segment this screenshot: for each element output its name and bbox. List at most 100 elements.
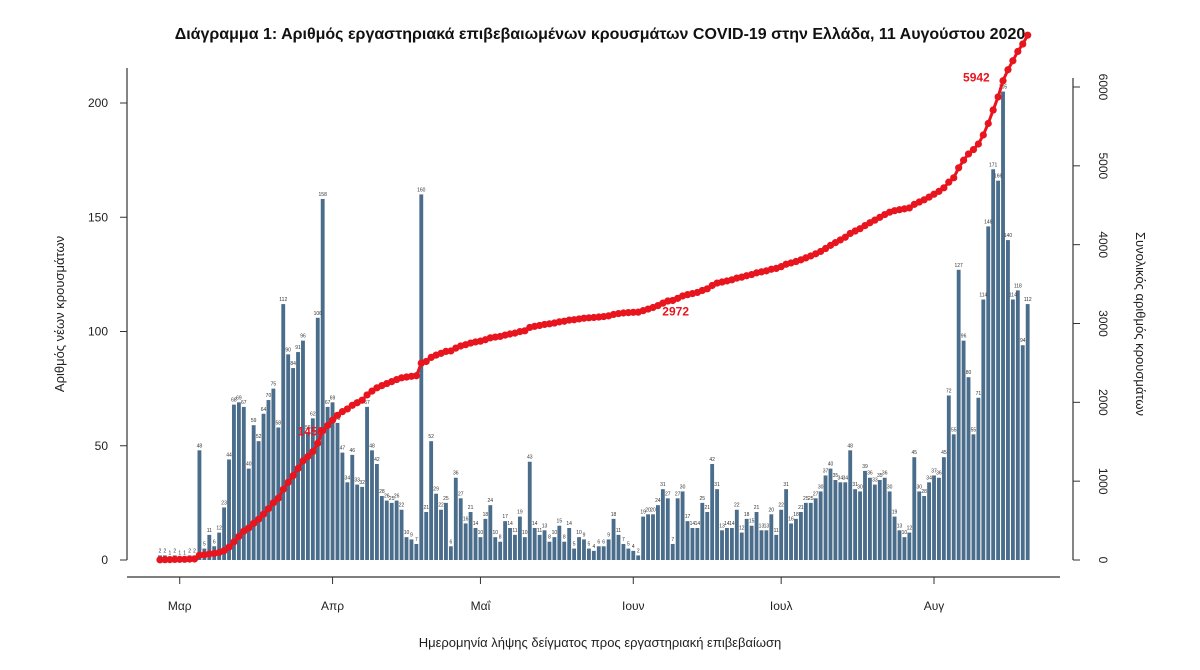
bar xyxy=(261,413,266,560)
bar-value-label: 68 xyxy=(231,398,237,404)
bar-value-label: 127 xyxy=(954,263,963,269)
bar-value-label: 21 xyxy=(423,505,429,511)
bar-value-label: 11 xyxy=(537,528,542,534)
cumulative-point xyxy=(1009,57,1017,65)
bar-value-label: 67 xyxy=(364,400,370,406)
bar-value-label: 8 xyxy=(563,535,566,541)
bar-value-label: 32 xyxy=(359,480,365,486)
bar xyxy=(350,454,355,560)
y2-axis-label: Συνολικός αριθμός κρουσμάτων xyxy=(1133,232,1148,416)
bar-value-label: 1 xyxy=(183,551,186,557)
y-axis-label: Αριθμός νέων κρουσμάτων xyxy=(52,236,67,392)
bar-value-label: 6 xyxy=(449,539,452,545)
bar-value-label: 33 xyxy=(872,478,878,484)
bar-value-label: 114 xyxy=(1009,293,1017,299)
bar-value-label: 30 xyxy=(680,484,686,490)
cumulative-point xyxy=(255,515,263,523)
bar xyxy=(680,491,685,560)
y2-tick-label: 6000 xyxy=(1096,74,1110,101)
y2-tick-label: 2000 xyxy=(1096,389,1110,416)
bar-value-label: 146 xyxy=(984,219,993,225)
bar-value-label: 13 xyxy=(764,523,770,529)
cumulative-point xyxy=(294,464,302,473)
bar xyxy=(458,498,463,560)
cumulative-point xyxy=(984,119,992,128)
cumulative-point xyxy=(289,472,297,480)
cumulative-point xyxy=(974,140,982,148)
bar xyxy=(917,491,922,560)
bar xyxy=(370,450,374,560)
bar-value-label: 10 xyxy=(478,530,484,536)
annotation-label: 2972 xyxy=(662,305,689,319)
bar-value-label: 33 xyxy=(354,478,360,484)
bar xyxy=(503,521,508,560)
bar-value-label: 13 xyxy=(542,523,548,529)
bar-value-label: 94 xyxy=(1020,338,1026,344)
bar-value-label: 10 xyxy=(902,530,908,536)
bar xyxy=(725,528,729,560)
bar-value-label: 75 xyxy=(271,382,277,388)
bar-value-label: 11 xyxy=(616,528,621,534)
bar-value-label: 31 xyxy=(660,482,666,488)
bar xyxy=(586,548,591,560)
bar xyxy=(996,180,1001,560)
bar xyxy=(779,509,784,560)
bar xyxy=(833,480,838,560)
y2-tick-label: 3000 xyxy=(1096,310,1110,337)
x-tick-label: Μαρ xyxy=(168,599,192,613)
bar-value-label: 16 xyxy=(788,516,794,522)
bar-value-label: 13 xyxy=(759,523,765,529)
bar xyxy=(932,475,936,560)
bar xyxy=(399,509,404,560)
bar xyxy=(897,530,902,560)
bar-value-label: 24 xyxy=(488,498,494,504)
bar-value-label: 30 xyxy=(857,484,863,490)
bar xyxy=(552,537,557,560)
bar xyxy=(232,404,236,560)
y-tick-label: 50 xyxy=(95,439,109,453)
bar xyxy=(912,457,917,560)
y2-tick-label: 1000 xyxy=(1096,468,1110,495)
cumulative-point xyxy=(989,106,997,114)
bar xyxy=(513,534,517,560)
bar xyxy=(941,457,946,560)
bar xyxy=(439,509,443,560)
bar-value-label: 14 xyxy=(532,521,538,527)
bar-value-label: 35 xyxy=(833,473,839,479)
bar-value-label: 6 xyxy=(597,539,600,545)
bar-value-label: 14 xyxy=(695,521,701,527)
bar xyxy=(448,546,453,560)
bar xyxy=(517,516,522,560)
cumulative-point xyxy=(259,510,268,518)
bar-value-label: 47 xyxy=(340,446,346,452)
bar xyxy=(320,198,325,560)
bar-value-label: 20 xyxy=(650,507,656,513)
bar-value-label: 112 xyxy=(279,297,287,303)
bar xyxy=(700,502,705,560)
cumulative-point xyxy=(190,555,199,563)
bar-value-label: 171 xyxy=(989,162,998,168)
bar xyxy=(789,523,793,560)
bar xyxy=(877,480,882,560)
bar xyxy=(419,194,424,560)
bar-value-label: 15 xyxy=(749,519,755,525)
bar-value-label: 5 xyxy=(627,542,630,548)
cumulative-point xyxy=(235,532,243,541)
bar-value-label: 90 xyxy=(285,347,291,353)
bar xyxy=(537,534,542,560)
bar xyxy=(739,532,744,560)
bar xyxy=(966,377,971,560)
bar-value-label: 5 xyxy=(588,542,591,548)
bar xyxy=(542,530,547,560)
x-tick-label: Αυγ xyxy=(924,599,945,613)
bar-value-label: 12 xyxy=(739,526,745,532)
bar xyxy=(946,395,951,560)
bar-value-label: 118 xyxy=(1014,283,1022,289)
bar xyxy=(434,493,439,560)
bar xyxy=(1020,345,1025,560)
bar xyxy=(498,541,503,560)
bar xyxy=(749,525,754,560)
bar xyxy=(976,397,981,560)
right-ticks-group: 0 1000 2000 3000 4000 5000 6000 xyxy=(1073,74,1110,564)
bar xyxy=(937,477,941,560)
